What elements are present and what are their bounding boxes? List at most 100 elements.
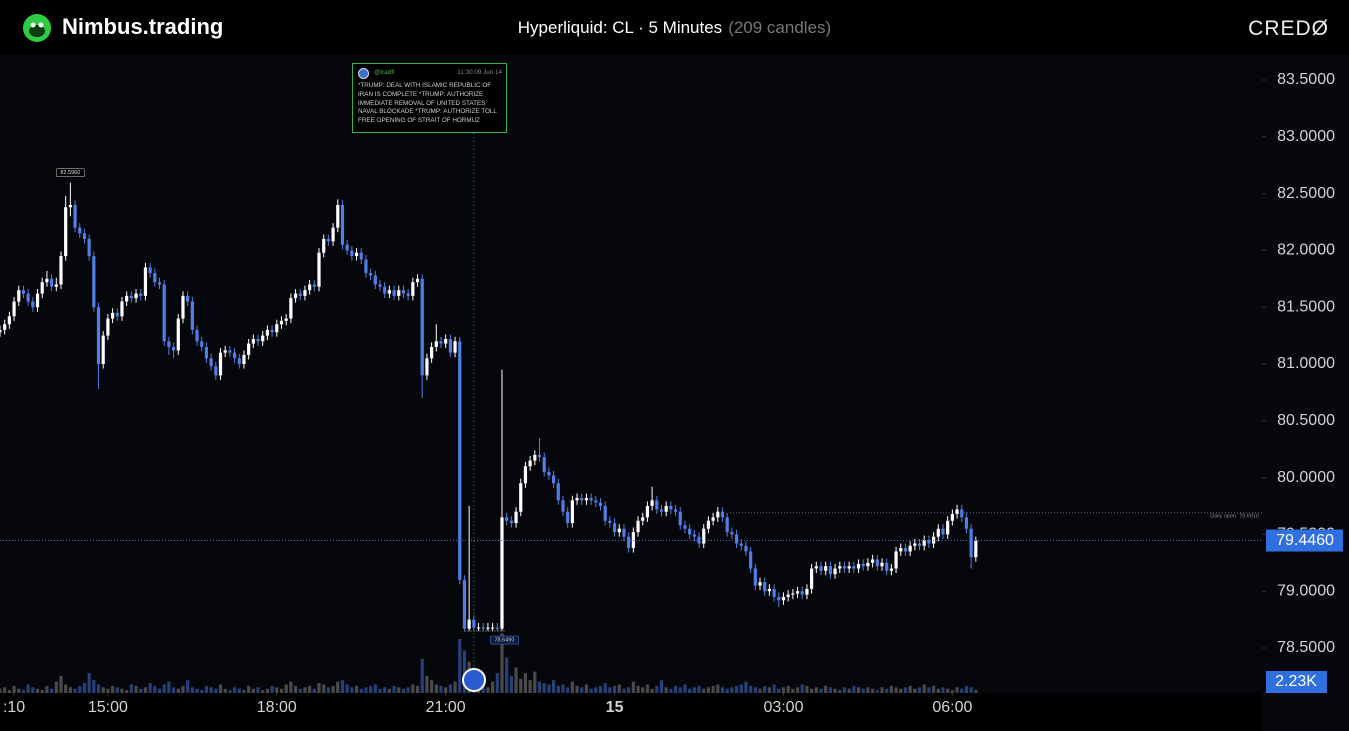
volume-bar [889,685,893,693]
volume-bar [697,685,701,693]
candle-body [946,520,950,535]
x-tick-label: 06:00 [932,699,972,716]
candle-body [528,460,532,467]
partner-logo[interactable]: CREDØ [1248,17,1329,40]
candle-body [78,227,82,234]
volume-bar [631,681,635,693]
candle-body [298,293,302,296]
candle-body [303,290,307,296]
volume-bar [556,685,560,693]
volume-bar [0,688,2,693]
logo [23,14,51,42]
candle-body [659,509,664,512]
daily-open-label: Daily open 79.6910 [1210,514,1259,520]
candle-body [200,341,204,347]
volume-bar [256,687,260,693]
candle-body [101,335,105,365]
candle-body [523,466,528,484]
y-tick-label: 79.0000 [1277,582,1335,599]
candle-body [514,511,518,524]
volume-bar [767,687,771,693]
candle-body [519,483,523,512]
volume-tag [1266,671,1327,693]
volume-bar [148,683,152,693]
candle-body [214,366,218,376]
candle-body [758,582,762,586]
candle-body [570,500,574,524]
candle-body [509,520,513,524]
candle-body [777,596,781,601]
volume-bar [678,687,682,693]
candle-body [21,290,26,294]
candle-body [725,517,729,533]
volume-bar [21,690,26,693]
volume-bar [791,688,795,693]
volume-bar [430,680,434,693]
volume-bar [617,684,621,693]
volume-bar [373,684,377,693]
volume-bar [566,687,570,693]
candle-body [894,551,898,569]
candle-body [472,619,476,628]
volume-bar [153,685,157,693]
volume-bar [659,680,664,693]
candle-body [505,517,509,521]
candle-body [580,498,584,501]
volume-bar [279,688,284,693]
candle-body [148,267,152,274]
volume-bar [101,687,105,693]
volume-bar [251,688,255,693]
volume-bar [838,690,842,693]
volume-bar [960,688,964,693]
candle-body [922,540,926,546]
candle-body [247,343,251,355]
candle-body [125,295,129,302]
volume-bar [383,687,387,693]
candle-body [204,346,209,359]
candle-body [59,256,63,285]
volume-bar [242,690,246,693]
volume-bar [871,688,875,693]
volume-bar [35,688,40,693]
plot-background [0,55,1262,693]
volume-bar [645,684,650,693]
candle-body [688,528,692,535]
volume-bar [547,684,551,693]
candle-body [678,511,682,526]
volume-bar [491,681,495,693]
candle-body [908,545,912,552]
volume-bar [134,685,138,693]
candle-body [491,627,495,629]
brand[interactable]: Nimbus.trading [62,14,224,39]
volume-bar [880,687,884,693]
volume-bar [17,688,21,693]
candle-body [781,596,786,601]
volume-bar [922,684,926,693]
volume-bar [331,685,335,693]
news-annotation[interactable]: @tradfi 11:30:09 Jun 14 *TRUMP: DEAL WIT… [352,63,507,133]
candle-body [350,250,354,257]
volume-bar [810,688,814,693]
y-tick-label: 78.5000 [1277,639,1335,656]
volume-bar [317,683,321,693]
volume-bar [828,687,832,693]
volume-bar [824,685,828,693]
volume-bar [608,687,612,693]
volume-bar [692,687,696,693]
volume-bar [270,685,274,693]
candle-body [622,528,626,537]
candle-body [237,358,241,365]
candle-body [401,290,406,294]
candle-body [645,506,650,518]
last-price-tag [1266,529,1343,552]
volume-bar [946,688,950,693]
candle-body [767,588,771,592]
candle-body [153,273,157,283]
volume-bar [45,685,49,693]
candle-body [608,520,612,524]
candle-body [871,559,875,563]
candle-body [683,525,687,529]
candle-body [64,207,68,257]
volume-bar [162,684,166,693]
annotation-avatar[interactable] [462,668,486,692]
